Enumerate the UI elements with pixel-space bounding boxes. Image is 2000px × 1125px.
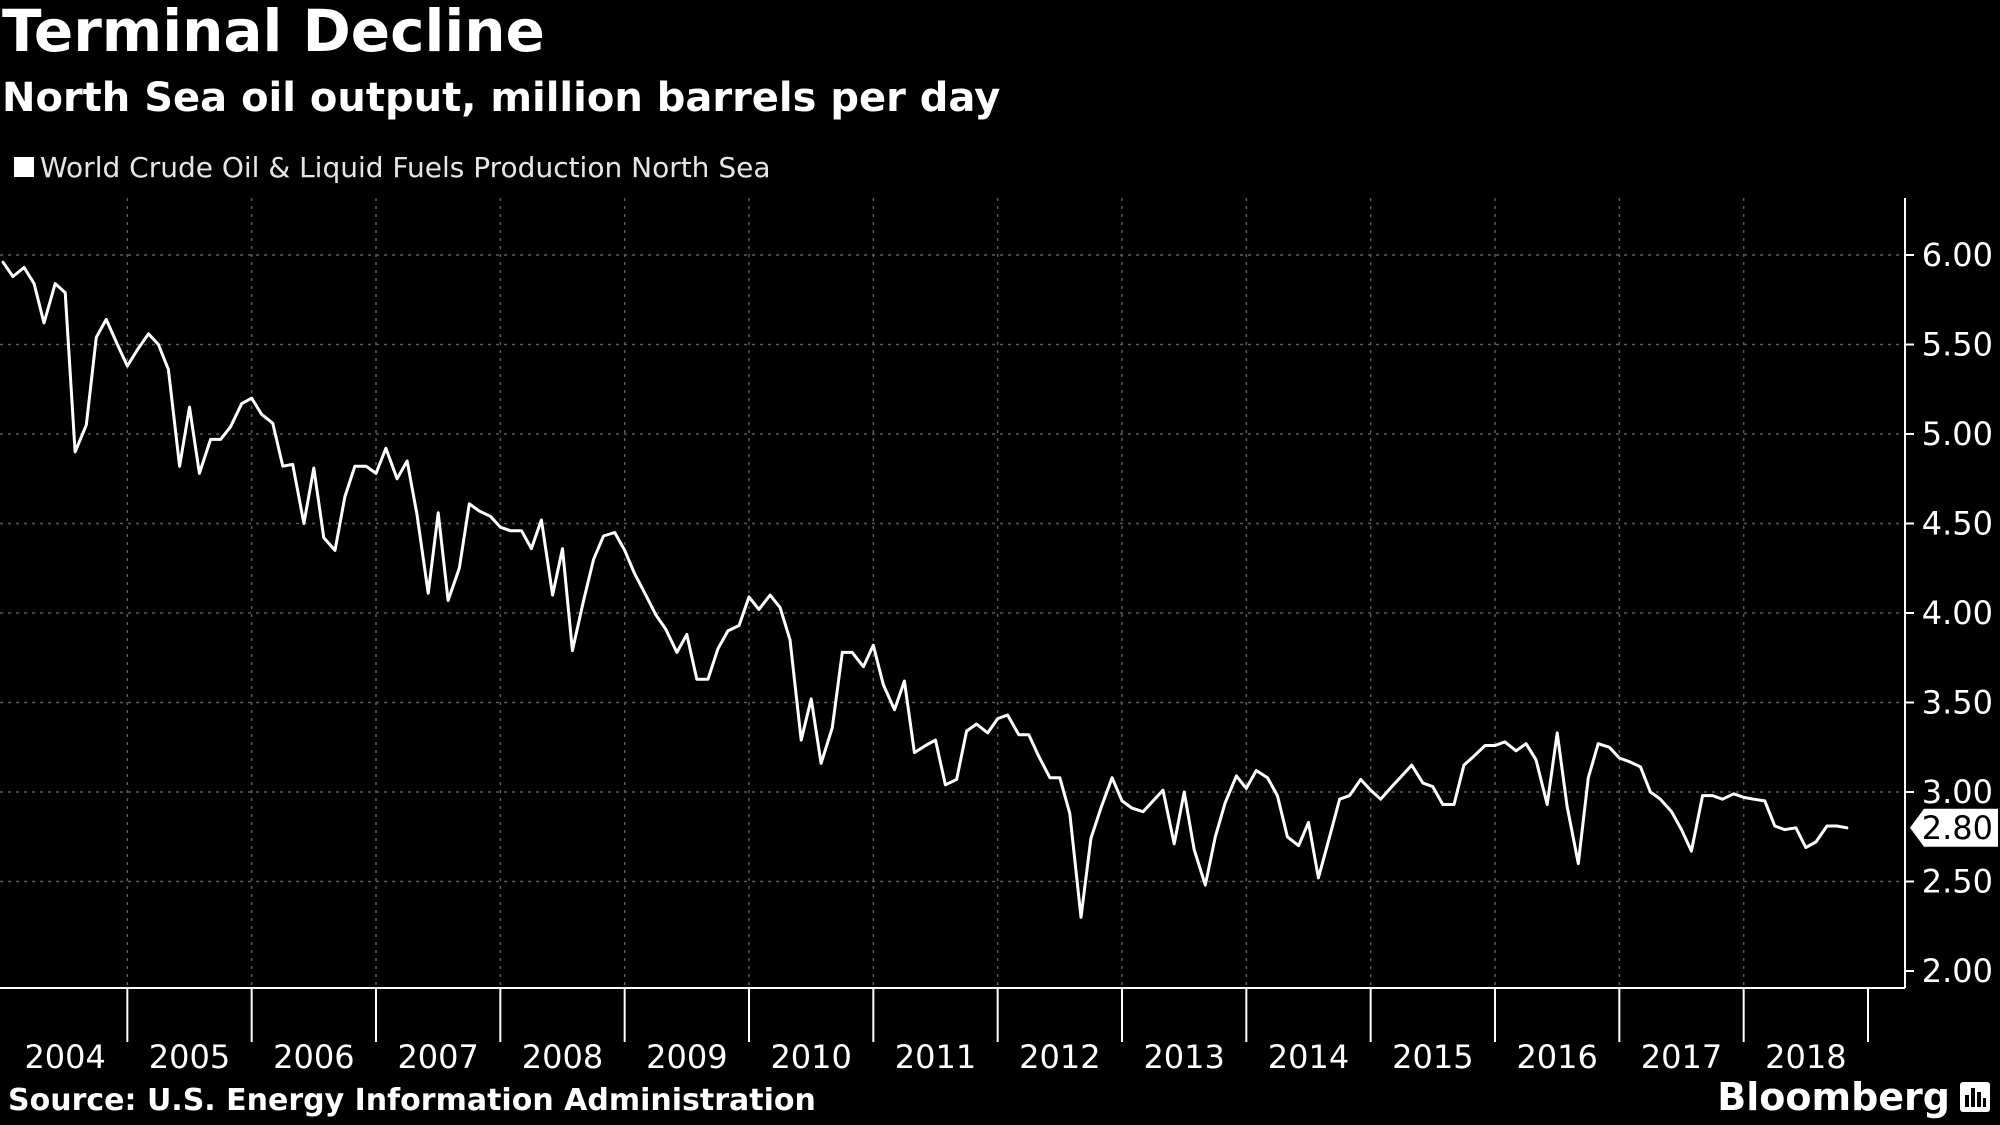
x-tick-label-2014: 2014 [1268, 1038, 1349, 1076]
last-value-label: 2.80 [1922, 809, 1993, 847]
y-tick-label-2.00: 2.00 [1922, 952, 1993, 990]
legend-swatch [14, 157, 34, 177]
brand: Bloomberg [1717, 1078, 1990, 1116]
grid-lines [0, 198, 1905, 988]
chart-title: Terminal Decline [2, 0, 545, 65]
x-tick-label-2010: 2010 [770, 1038, 851, 1076]
x-tick-label-2009: 2009 [646, 1038, 727, 1076]
x-tick-label-2012: 2012 [1019, 1038, 1100, 1076]
brand-name: Bloomberg [1717, 1075, 1950, 1119]
x-tick-label-2017: 2017 [1641, 1038, 1722, 1076]
x-tick-label-2004: 2004 [24, 1038, 105, 1076]
last-value-tag [1910, 808, 1998, 847]
x-tick-label-2005: 2005 [149, 1038, 230, 1076]
x-tick-label-2015: 2015 [1392, 1038, 1473, 1076]
x-tick-label-2008: 2008 [522, 1038, 603, 1076]
series-line-0 [1, 260, 1849, 919]
series-layer [1, 260, 1849, 919]
axis-labels: 6.00 5.50 5.00 4.50 4.00 3.50 3.00 2.50 2.00 2004… [24, 236, 1998, 1076]
y-tick-label-4.00: 4.00 [1922, 594, 1993, 632]
chart-legend: World Crude Oil & Liquid Fuels Productio… [14, 150, 771, 184]
y-tick-label-4.50: 4.50 [1922, 505, 1993, 543]
y-tick-label-6.00: 6.00 [1922, 236, 1993, 274]
x-tick-label-2007: 2007 [397, 1038, 478, 1076]
x-tick-label-2016: 2016 [1516, 1038, 1597, 1076]
y-tick-label-5.00: 5.00 [1922, 415, 1993, 453]
bloomberg-logo-icon [1960, 1082, 1990, 1112]
x-tick-label-2018: 2018 [1765, 1038, 1846, 1076]
axes [0, 198, 1914, 1042]
y-tick-label-3.00: 3.00 [1922, 773, 1993, 811]
x-tick-label-2006: 2006 [273, 1038, 354, 1076]
chart-subtitle: North Sea oil output, million barrels pe… [2, 75, 1001, 121]
legend-label: World Crude Oil & Liquid Fuels Productio… [40, 150, 771, 184]
x-tick-label-2013: 2013 [1143, 1038, 1224, 1076]
x-tick-label-2011: 2011 [895, 1038, 976, 1076]
y-tick-label-5.50: 5.50 [1922, 326, 1993, 364]
y-tick-label-3.50: 3.50 [1922, 684, 1993, 722]
y-tick-label-2.50: 2.50 [1922, 863, 1993, 901]
source-note: Source: U.S. Energy Information Administ… [8, 1083, 816, 1118]
